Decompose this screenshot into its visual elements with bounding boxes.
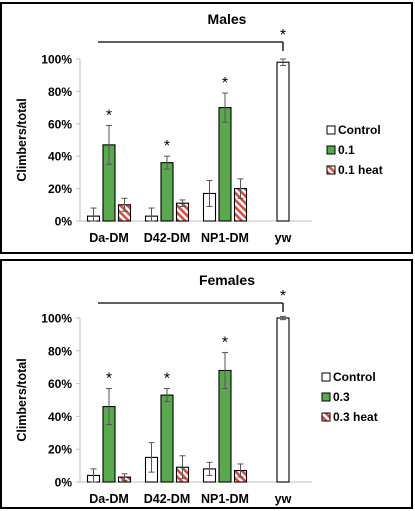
y-tick-label: 80% [48,85,72,99]
y-tick-label: 20% [48,443,72,457]
chart-title: Males [208,11,247,27]
legend-swatch [326,145,336,155]
significance-star: * [106,371,112,388]
legend-swatch [326,165,336,175]
bar-solid-white [276,317,290,483]
y-tick-label: 0% [55,476,73,490]
legend-label: 0.1 heat [338,163,383,177]
bracket-star: * [280,27,286,44]
panel-border [0,2,413,254]
x-category-label: NP1-DM [201,231,249,245]
y-tick-label: 80% [48,344,72,358]
legend-swatch [326,125,336,135]
males-panel: Males 0% 20% 40% 60% 80% 100% Climbers/total * Da… [0,2,413,254]
y-axis-label: Climbers/total [15,98,29,181]
legend-label: Control [333,370,376,384]
significance-star: * [222,334,228,351]
y-tick-label: 40% [48,150,72,164]
bar-solid-green [160,394,174,483]
legend-label: 0.3 heat [333,410,378,424]
females-panel: Females 0% 20% 40% 60% 80% 100% Climbers/total *… [0,259,413,509]
x-category-label: D42-DM [144,492,191,506]
significance-star: * [164,371,170,388]
bracket-star: * [280,288,286,305]
x-category-label: Da-DM [89,231,129,245]
legend-label: 0.3 [333,390,350,404]
legend-swatch [321,372,331,382]
y-tick-label: 100% [41,312,72,326]
y-tick-label: 60% [48,377,72,391]
x-category-label: yw [275,231,292,245]
x-category-label: D42-DM [144,231,191,245]
legend-label: 0.1 [338,143,355,157]
legend-swatch [321,392,331,402]
y-axis-label: Climbers/total [15,358,29,441]
bar-solid-green [160,162,174,222]
panel-border [0,259,413,509]
y-tick-label: 60% [48,117,72,131]
bar-solid-white [276,61,290,222]
y-tick-label: 20% [48,182,72,196]
y-tick-label: 40% [48,410,72,424]
significance-star: * [222,75,228,92]
x-category-label: NP1-DM [201,492,249,506]
x-category-label: yw [275,492,292,506]
legend-label: Control [338,123,381,137]
y-tick-label: 0% [55,215,73,229]
y-tick-label: 100% [41,53,72,67]
chart-title: Females [199,272,255,288]
significance-star: * [106,107,112,124]
legend-swatch [321,412,331,422]
significance-star: * [164,138,170,155]
bar-solid-green [218,107,232,222]
x-category-label: Da-DM [89,492,129,506]
